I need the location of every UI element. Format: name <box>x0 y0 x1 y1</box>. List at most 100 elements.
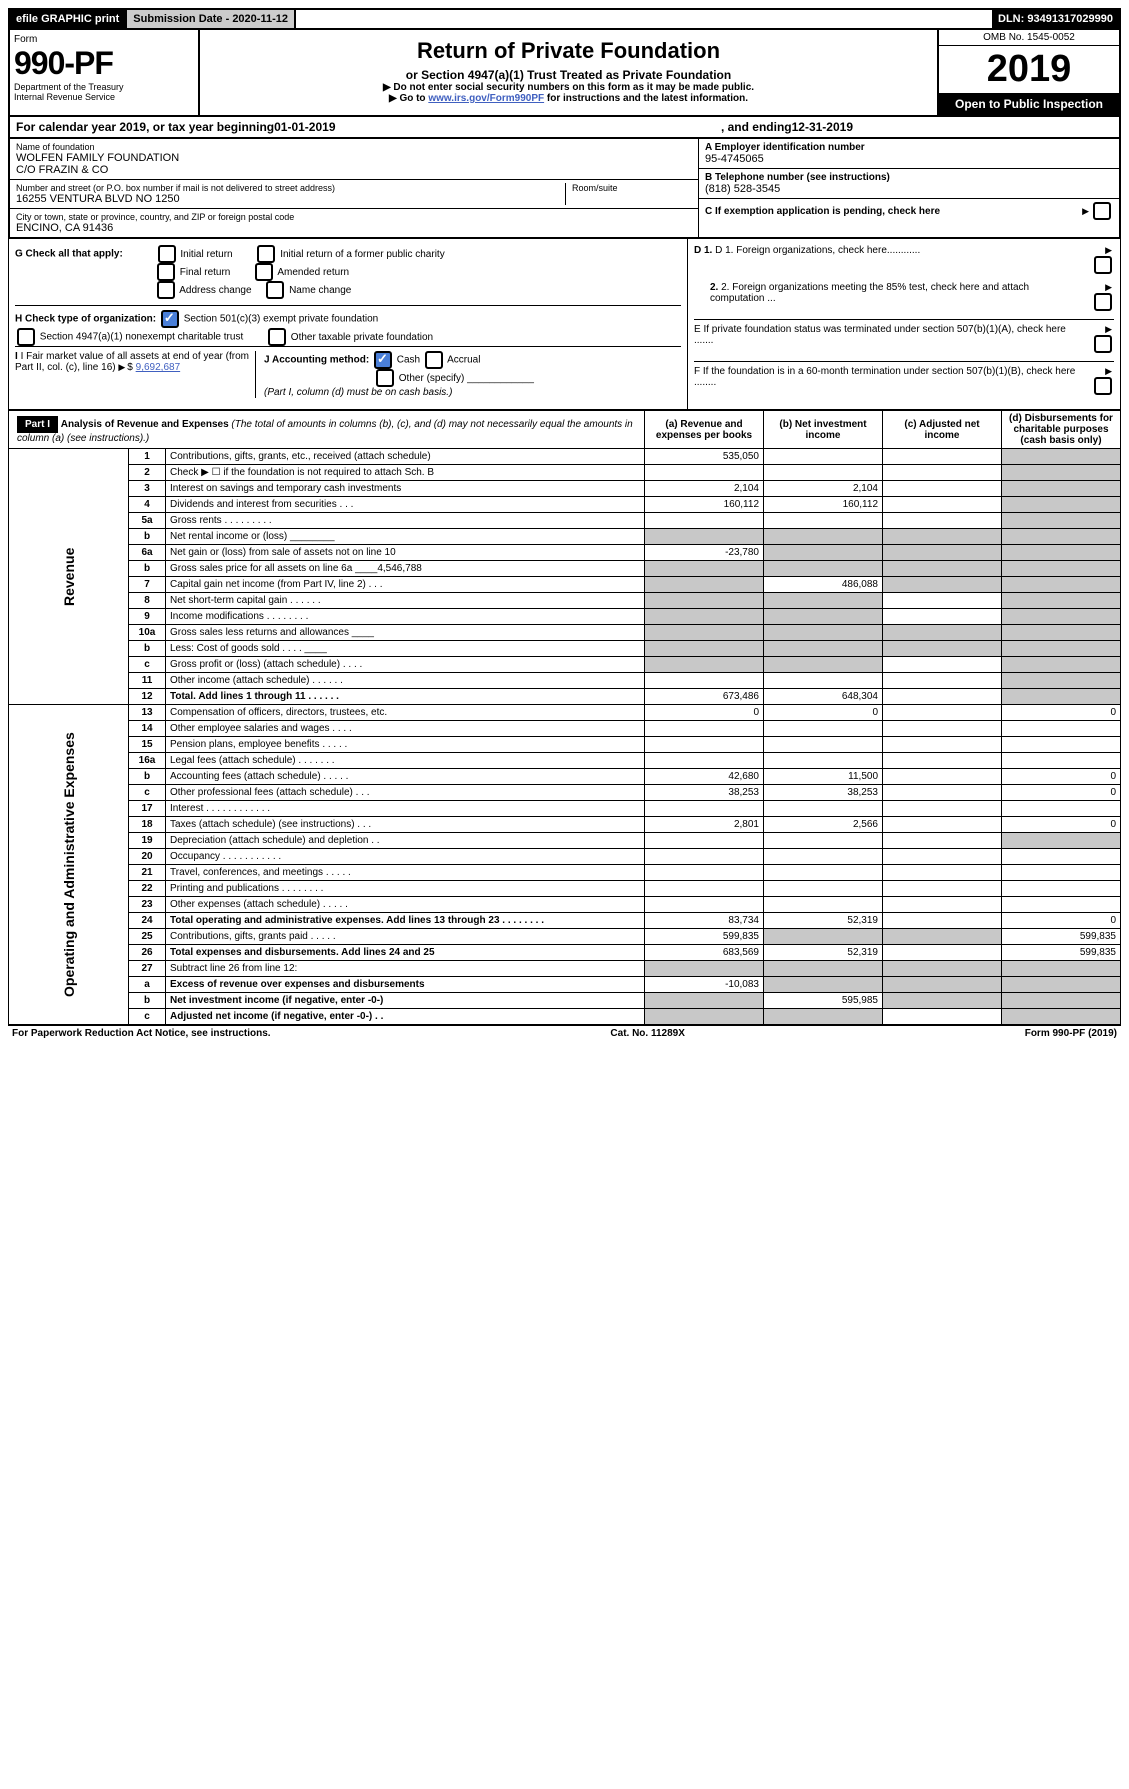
h-501c3-checkbox[interactable] <box>161 310 179 328</box>
e-checkbox[interactable] <box>1094 335 1112 353</box>
col-b-header: (b) Net investment income <box>764 411 883 449</box>
cell-a: 599,835 <box>645 929 764 945</box>
cell-a <box>645 577 764 593</box>
cell-b: 486,088 <box>764 577 883 593</box>
cell-b <box>764 977 883 993</box>
cell-b <box>764 801 883 817</box>
cell-d: 599,835 <box>1002 945 1121 961</box>
g-initial-checkbox[interactable] <box>158 245 176 263</box>
f-checkbox[interactable] <box>1094 377 1112 395</box>
cell-b <box>764 593 883 609</box>
cell-b <box>764 545 883 561</box>
j-label: J Accounting method: <box>264 355 369 366</box>
cell-d: 0 <box>1002 913 1121 929</box>
form-note1: ▶ Do not enter social security numbers o… <box>204 82 933 93</box>
addr-label: Number and street (or P.O. box number if… <box>16 183 561 193</box>
cell-c <box>883 465 1002 481</box>
g-address-checkbox[interactable] <box>157 281 175 299</box>
entity-block: Name of foundation WOLFEN FAMILY FOUNDAT… <box>8 139 1121 239</box>
d2-checkbox[interactable] <box>1094 293 1112 311</box>
row-number: c <box>129 657 166 673</box>
cell-c <box>883 1009 1002 1025</box>
cell-c <box>883 593 1002 609</box>
h-other-checkbox[interactable] <box>268 328 286 346</box>
row-number: 8 <box>129 593 166 609</box>
part-i-label: Part I <box>17 416 58 433</box>
row-desc: Dividends and interest from securities .… <box>166 497 645 513</box>
row-desc: Taxes (attach schedule) (see instruction… <box>166 817 645 833</box>
g-initial-public-checkbox[interactable] <box>257 245 275 263</box>
cell-b <box>764 897 883 913</box>
row-desc: Interest on savings and temporary cash i… <box>166 481 645 497</box>
row-number: 17 <box>129 801 166 817</box>
form-subtitle: or Section 4947(a)(1) Trust Treated as P… <box>204 68 933 82</box>
row-number: 1 <box>129 449 166 465</box>
cell-a <box>645 529 764 545</box>
cell-c <box>883 625 1002 641</box>
cell-c <box>883 721 1002 737</box>
d1-checkbox[interactable] <box>1094 256 1112 274</box>
row-desc: Depreciation (attach schedule) and deple… <box>166 833 645 849</box>
g-amended-checkbox[interactable] <box>255 263 273 281</box>
cell-c <box>883 849 1002 865</box>
room-label: Room/suite <box>572 183 692 193</box>
cell-a: 83,734 <box>645 913 764 929</box>
d1-label: D 1. D 1. Foreign organizations, check h… <box>694 245 1084 274</box>
cell-a: 2,801 <box>645 817 764 833</box>
cell-c <box>883 753 1002 769</box>
row-desc: Net investment income (if negative, ente… <box>166 993 645 1009</box>
row-desc: Gross sales less returns and allowances … <box>166 625 645 641</box>
row-number: 9 <box>129 609 166 625</box>
cell-b <box>764 753 883 769</box>
cell-d <box>1002 833 1121 849</box>
cell-c <box>883 513 1002 529</box>
cell-a <box>645 641 764 657</box>
j-other-checkbox[interactable] <box>376 369 394 387</box>
cell-b <box>764 529 883 545</box>
c-checkbox[interactable] <box>1093 202 1111 220</box>
g-name-checkbox[interactable] <box>266 281 284 299</box>
irs-link[interactable]: www.irs.gov/Form990PF <box>428 93 544 104</box>
cell-a <box>645 561 764 577</box>
footer-mid: Cat. No. 11289X <box>610 1028 684 1039</box>
i-value[interactable]: 9,692,687 <box>136 362 181 373</box>
omb-number: OMB No. 1545-0052 <box>939 30 1119 46</box>
row-desc: Income modifications . . . . . . . . <box>166 609 645 625</box>
row-desc: Total operating and administrative expen… <box>166 913 645 929</box>
cell-d: 0 <box>1002 817 1121 833</box>
cell-a: 38,253 <box>645 785 764 801</box>
row-desc: Contributions, gifts, grants, etc., rece… <box>166 449 645 465</box>
cell-a <box>645 881 764 897</box>
h-4947-checkbox[interactable] <box>17 328 35 346</box>
cell-b <box>764 961 883 977</box>
cell-c <box>883 833 1002 849</box>
row-desc: Compensation of officers, directors, tru… <box>166 705 645 721</box>
cell-d <box>1002 737 1121 753</box>
cell-c <box>883 609 1002 625</box>
row-desc: Subtract line 26 from line 12: <box>166 961 645 977</box>
cell-d: 599,835 <box>1002 929 1121 945</box>
g-final-checkbox[interactable] <box>157 263 175 281</box>
j-accrual-checkbox[interactable] <box>425 351 443 369</box>
cell-d <box>1002 657 1121 673</box>
cell-b <box>764 865 883 881</box>
c-label: C If exemption application is pending, c… <box>705 206 1082 217</box>
cell-d <box>1002 721 1121 737</box>
tel-value: (818) 528-3545 <box>705 183 1113 195</box>
cell-c <box>883 913 1002 929</box>
col-a-header: (a) Revenue and expenses per books <box>645 411 764 449</box>
cell-a <box>645 513 764 529</box>
cell-d <box>1002 993 1121 1009</box>
cell-a <box>645 609 764 625</box>
cell-c <box>883 673 1002 689</box>
cell-d <box>1002 529 1121 545</box>
j-cash-checkbox[interactable] <box>374 351 392 369</box>
row-number: 10a <box>129 625 166 641</box>
cell-c <box>883 529 1002 545</box>
cell-a <box>645 593 764 609</box>
cell-c <box>883 641 1002 657</box>
cell-c <box>883 945 1002 961</box>
street-address: 16255 VENTURA BLVD NO 1250 <box>16 193 561 205</box>
row-desc: Net short-term capital gain . . . . . . <box>166 593 645 609</box>
cell-c <box>883 689 1002 705</box>
